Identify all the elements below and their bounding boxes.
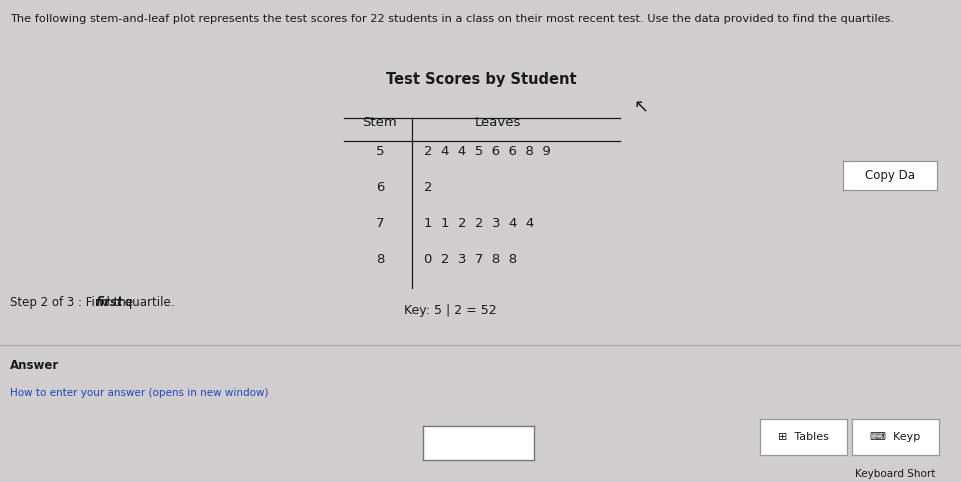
Text: Leaves: Leaves (475, 116, 521, 129)
Text: Answer: Answer (10, 359, 59, 372)
Text: 5: 5 (376, 145, 383, 158)
Text: quartile.: quartile. (121, 296, 175, 309)
Text: Key: 5 | 2 = 52: Key: 5 | 2 = 52 (404, 304, 496, 317)
Text: ↖: ↖ (632, 99, 648, 117)
Text: ⊞  Tables: ⊞ Tables (777, 432, 827, 442)
Text: first: first (95, 296, 123, 309)
Text: 2: 2 (424, 181, 432, 194)
Text: Keyboard Short: Keyboard Short (854, 469, 935, 479)
Text: 7: 7 (376, 217, 383, 230)
Text: 1  1  2  2  3  4  4: 1 1 2 2 3 4 4 (424, 217, 534, 230)
Text: Test Scores by Student: Test Scores by Student (385, 72, 576, 87)
Text: ⌨  Keyp: ⌨ Keyp (870, 432, 920, 442)
Text: Stem: Stem (362, 116, 397, 129)
Text: 6: 6 (376, 181, 383, 194)
Text: Step 2 of 3 : Find the: Step 2 of 3 : Find the (10, 296, 136, 309)
Text: How to enter your answer (opens in new window): How to enter your answer (opens in new w… (10, 388, 268, 398)
Text: 8: 8 (376, 253, 383, 266)
Text: The following stem-and-leaf plot represents the test scores for 22 students in a: The following stem-and-leaf plot represe… (10, 14, 893, 25)
Text: 2  4  4  5  6  6  8  9: 2 4 4 5 6 6 8 9 (424, 145, 551, 158)
Text: 0  2  3  7  8  8: 0 2 3 7 8 8 (424, 253, 517, 266)
Text: Copy Da: Copy Da (864, 169, 914, 182)
